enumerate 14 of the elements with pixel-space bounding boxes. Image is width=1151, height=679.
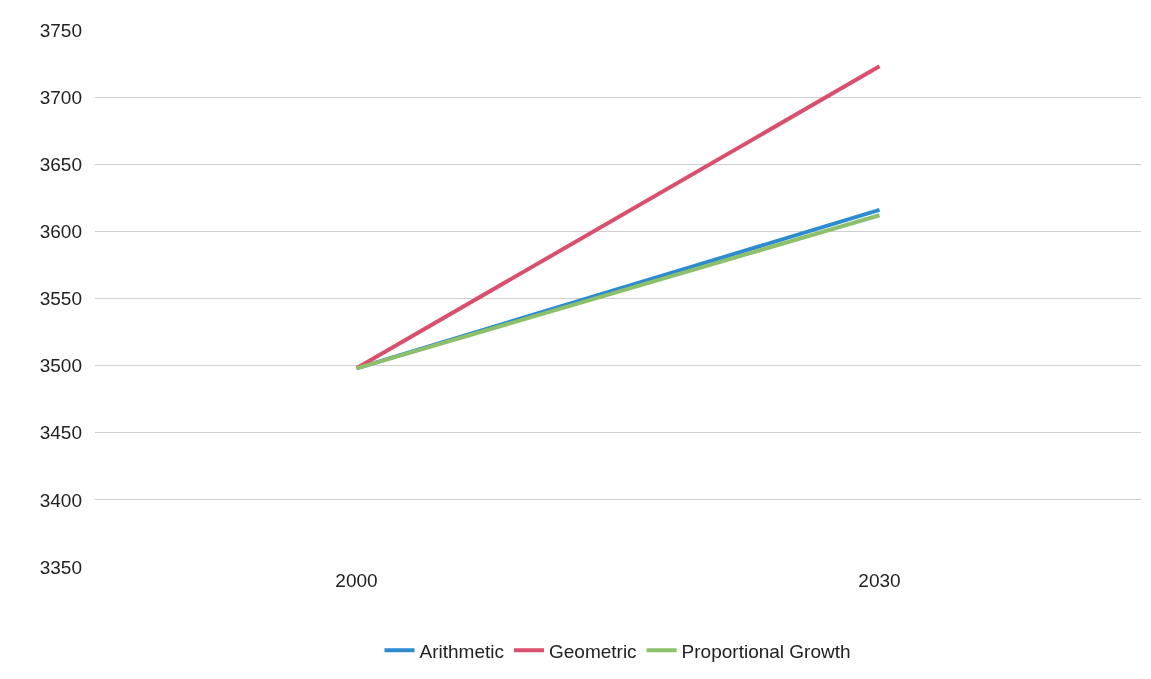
y-tick-label: 3600: [39, 221, 82, 243]
y-tick-label: 3700: [39, 86, 82, 108]
y-tick-label: 3350: [39, 556, 82, 578]
y-tick-label: 3550: [39, 288, 82, 310]
legend-label: Geometric: [548, 640, 637, 662]
y-tick-label: 3450: [39, 422, 82, 444]
x-tick-label: 2000: [335, 570, 378, 591]
y-tick-label: 3500: [39, 355, 82, 377]
legend-label: Arithmetic: [419, 640, 504, 662]
y-tick-label: 3750: [39, 19, 82, 41]
legend-label: Proportional Growth: [681, 640, 851, 662]
y-tick-label: 3650: [39, 153, 82, 175]
x-tick-label: 2030: [858, 570, 901, 591]
y-tick-label: 3400: [39, 489, 82, 511]
